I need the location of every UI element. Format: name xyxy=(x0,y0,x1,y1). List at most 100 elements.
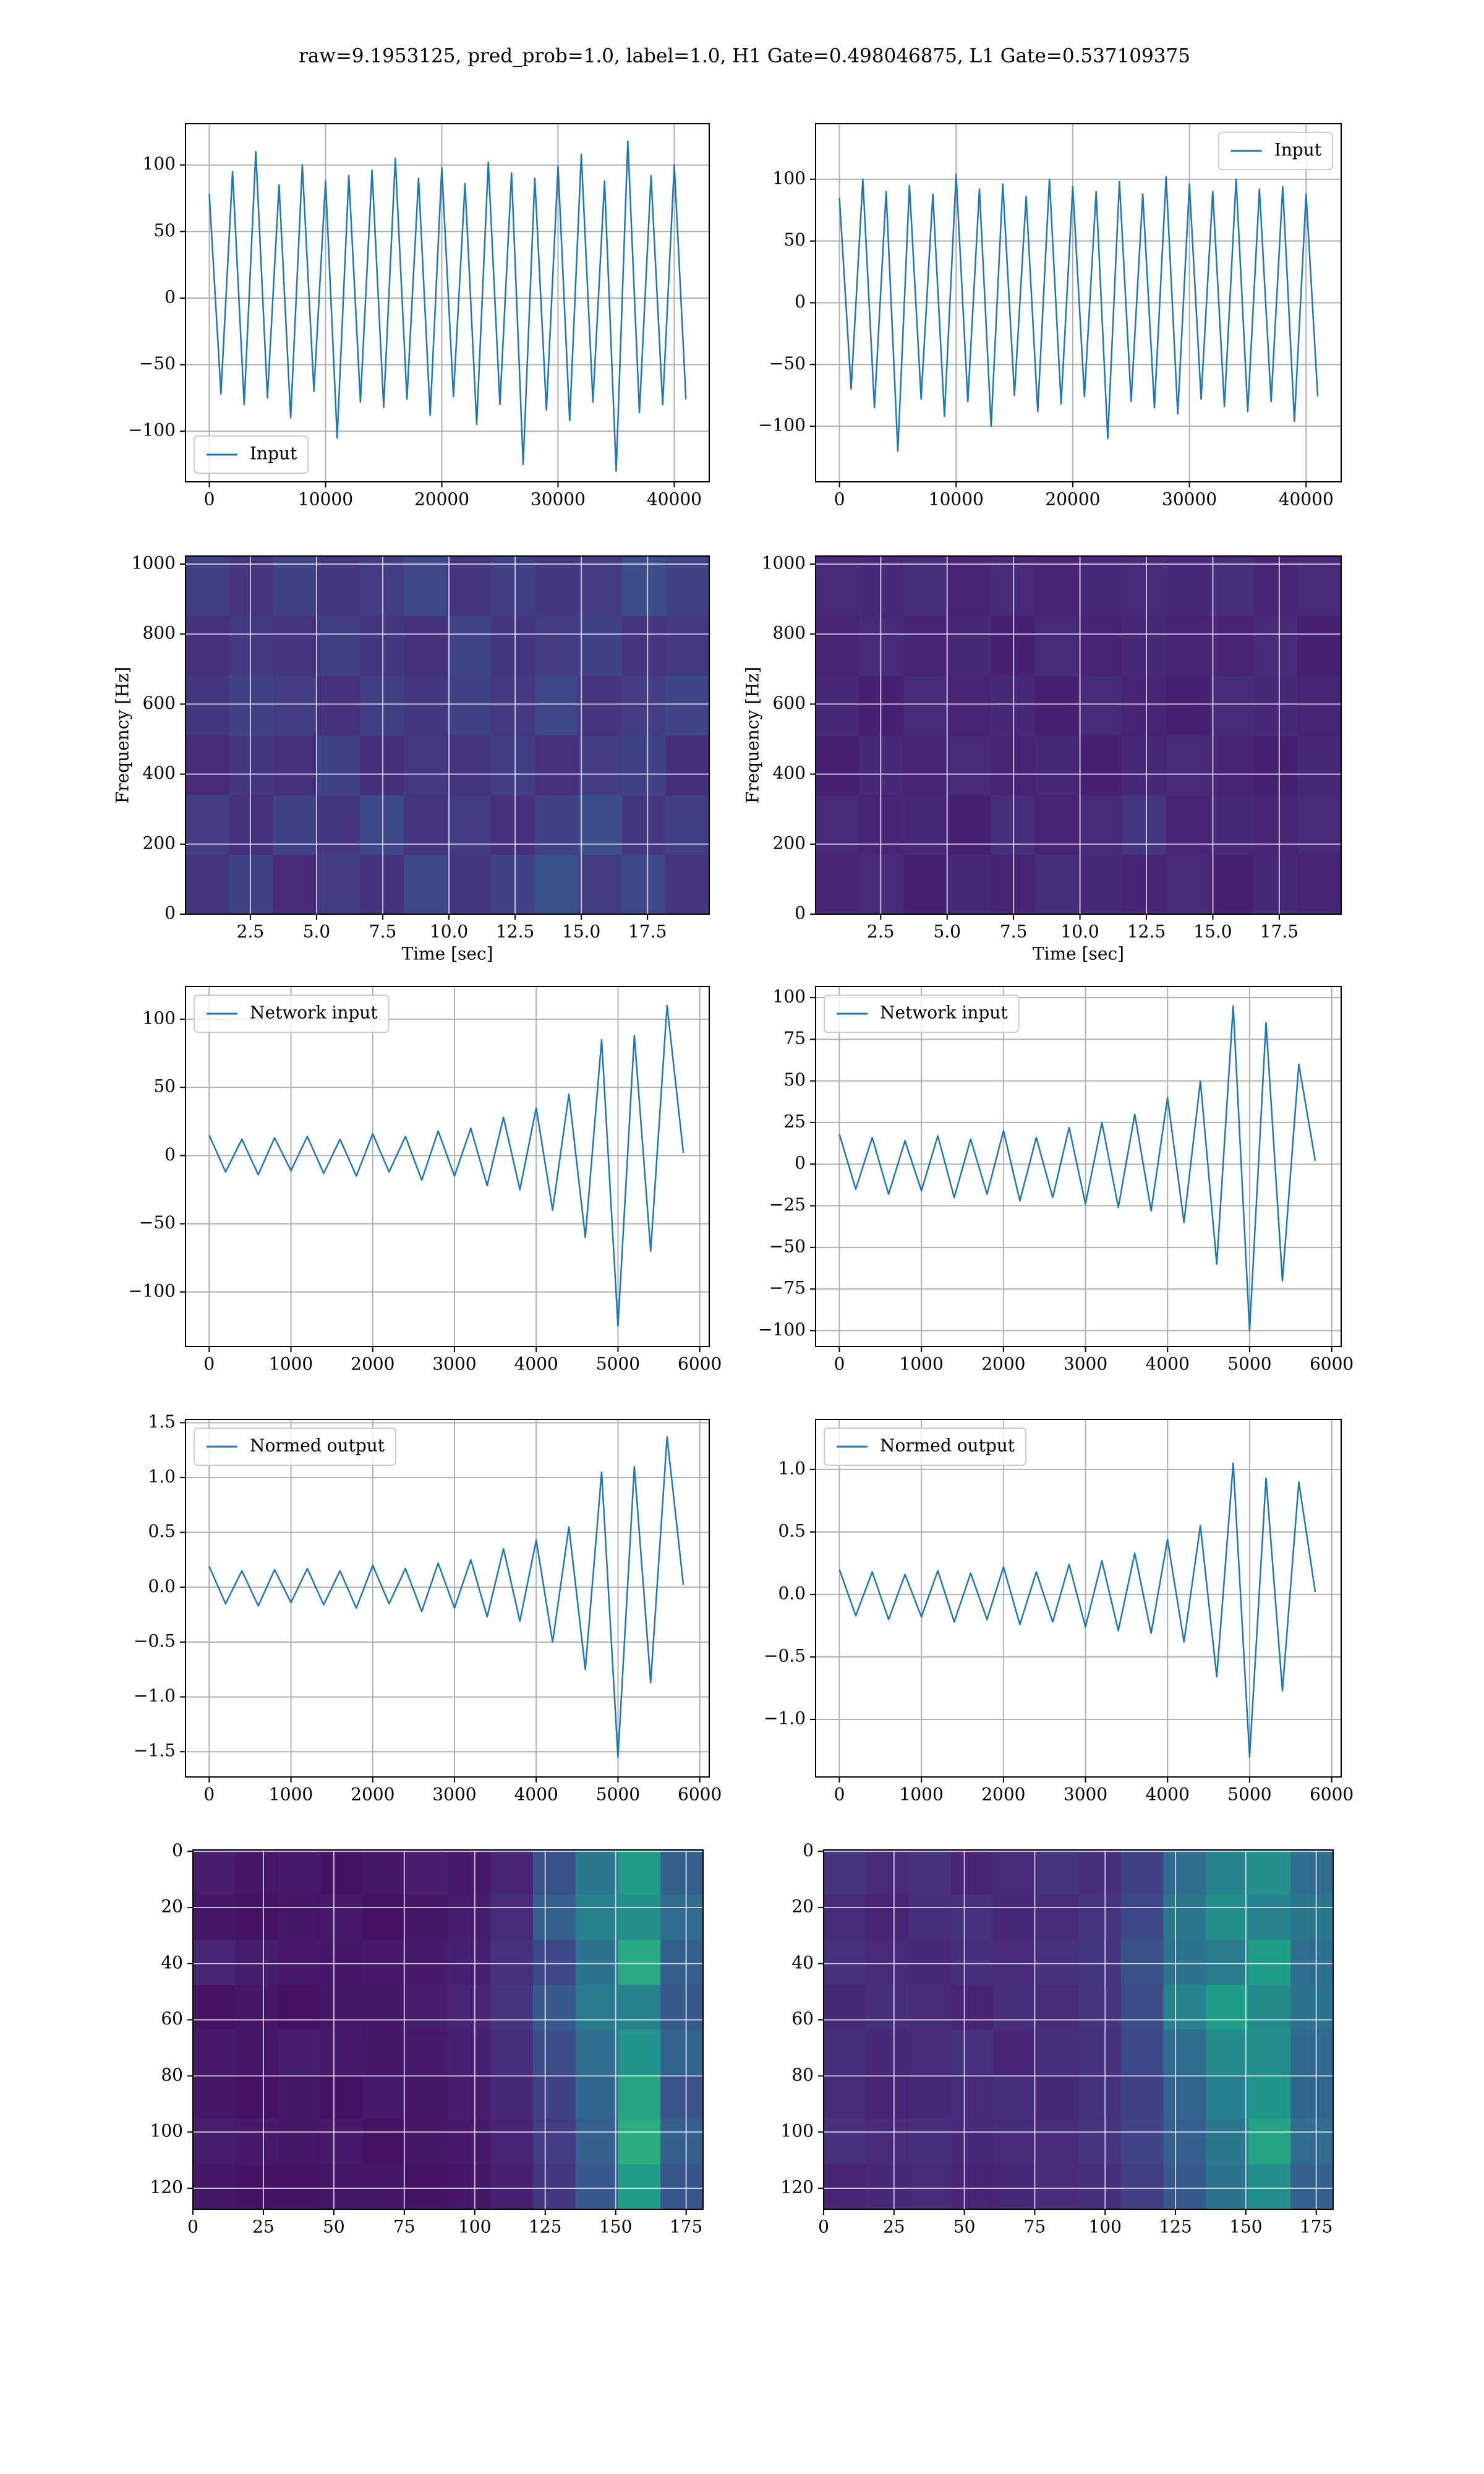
heatmap-cell xyxy=(235,1894,279,1940)
heatmap-cell xyxy=(866,1940,909,1985)
y-tick-label: −0.5 xyxy=(134,1630,176,1651)
heatmap-cell xyxy=(193,2119,236,2165)
heatmap-cell xyxy=(1034,556,1079,617)
y-tick-label: 400 xyxy=(773,763,806,783)
y-tick-label: 0 xyxy=(795,903,806,923)
heatmap-cell xyxy=(491,675,535,736)
heatmap-cell xyxy=(193,1940,236,1985)
heatmap-cell xyxy=(448,1894,491,1940)
heatmap-cell xyxy=(908,2029,952,2075)
heatmap-cell xyxy=(1078,795,1123,855)
heatmap-cell xyxy=(1248,1894,1291,1940)
y-tick-label: −1.0 xyxy=(764,1708,806,1729)
heatmap-cell xyxy=(947,615,991,676)
heatmap-cell xyxy=(193,1984,236,2031)
heatmap-cell xyxy=(534,556,579,617)
heatmap-cell xyxy=(575,2119,619,2165)
heatmap-cell xyxy=(575,1894,619,1940)
heatmap-cell xyxy=(621,675,667,736)
heatmap-cell xyxy=(1206,2029,1249,2075)
heatmap-cell xyxy=(951,2119,994,2165)
heatmap-cell xyxy=(1290,1894,1334,1940)
heatmap-cell xyxy=(278,2074,321,2120)
heatmap-cell xyxy=(316,735,360,795)
heatmap-cell xyxy=(273,735,317,795)
axes-frame xyxy=(815,986,1342,1347)
heatmap-cell xyxy=(1166,615,1211,676)
subplot: 0 1000 2000 3000 4000 5000 6000 −100 −75 −50 −25 0 2… xyxy=(758,986,1354,1374)
heatmap-cell xyxy=(403,675,448,736)
heatmap-cell xyxy=(363,2074,406,2120)
legend-label: Network input xyxy=(250,1003,378,1023)
heatmap-cell xyxy=(1253,735,1298,795)
heatmap-cell xyxy=(1163,1940,1206,1985)
y-tick-label: 120 xyxy=(150,2177,183,2197)
signal-line xyxy=(208,1436,684,1758)
x-tick-label: 4000 xyxy=(1146,1354,1190,1374)
y-tick-label: −50 xyxy=(769,1236,806,1256)
x-tick-label: 0 xyxy=(818,2217,829,2237)
subplot: 0 25 50 75 100 125 150 175 0 20 40 60 80 100 120 xyxy=(781,1840,1334,2237)
legend: Network input xyxy=(194,995,390,1033)
legend: Normed output xyxy=(824,1427,1027,1466)
legend-label: Input xyxy=(250,443,297,464)
x-tick-label: 20000 xyxy=(414,489,469,510)
y-tick-label: −100 xyxy=(128,1280,176,1301)
heatmap-cell xyxy=(951,2074,994,2120)
x-tick-label: 1000 xyxy=(900,1784,944,1805)
heatmap-cell xyxy=(363,1850,406,1896)
heatmap-cell xyxy=(866,1894,909,1940)
y-axis-label: Frequency [Hz] xyxy=(743,667,763,803)
heatmap-cell xyxy=(951,1850,994,1896)
heatmap-cell xyxy=(360,795,404,855)
heatmap-cell xyxy=(621,735,667,795)
heatmap-cell xyxy=(235,2119,279,2165)
heatmap-cell xyxy=(235,2074,279,2120)
heatmap-cell xyxy=(1122,556,1167,617)
heatmap-cell xyxy=(534,795,579,855)
heatmap-cell xyxy=(991,615,1035,676)
y-tick-label: 1000 xyxy=(762,553,806,573)
legend-box xyxy=(824,995,1020,1033)
heatmap-cell xyxy=(618,2164,661,2210)
y-tick-label: 0 xyxy=(795,1153,806,1173)
heatmap-cell xyxy=(360,735,404,795)
heatmap-cell xyxy=(235,2164,279,2210)
heatmap-cell xyxy=(363,2119,406,2165)
heatmap-cell xyxy=(816,795,860,855)
y-tick-label: 200 xyxy=(143,833,176,853)
signal-line xyxy=(208,1004,684,1327)
y-tick-label: 100 xyxy=(773,168,806,188)
heatmap-cell xyxy=(1163,2029,1206,2075)
heatmap-cell xyxy=(1248,1984,1291,2031)
heatmap-cell xyxy=(1163,1984,1206,2031)
heatmap-cell xyxy=(1166,556,1211,617)
heatmap-cell xyxy=(1036,1894,1079,1940)
axes-frame xyxy=(192,1849,704,2210)
x-tick-label: 6000 xyxy=(1310,1354,1354,1374)
x-tick-label: 100 xyxy=(458,2217,491,2237)
heatmap-cell xyxy=(316,615,360,676)
heatmap-cell xyxy=(903,735,948,795)
x-tick-label: 2000 xyxy=(981,1354,1025,1374)
heatmap-cell xyxy=(360,556,404,617)
heatmap-cell xyxy=(1163,2164,1206,2210)
legend-box xyxy=(194,995,390,1033)
heatmap-cell xyxy=(1078,2074,1122,2120)
subplot: 0 10000 20000 30000 40000 −100 −50 0 50 100 Input xyxy=(128,123,710,510)
heatmap-cell xyxy=(575,1940,619,1985)
y-tick-label: 40 xyxy=(161,1952,183,1972)
x-tick-label: 30000 xyxy=(1162,489,1217,510)
x-tick-label: 6000 xyxy=(678,1354,722,1374)
heatmap-cell xyxy=(320,1850,364,1896)
heatmap-cell xyxy=(533,2029,576,2075)
heatmap-cell xyxy=(405,2074,449,2120)
x-axis-label: Time [sec] xyxy=(1033,944,1124,964)
y-tick-label: 100 xyxy=(781,2121,814,2141)
heatmap-cell xyxy=(665,556,710,617)
heatmap-cell xyxy=(951,1894,994,1940)
y-tick-label: 400 xyxy=(143,763,176,783)
heatmap-cell xyxy=(1078,1984,1122,2031)
heatmap-cell xyxy=(660,2164,704,2210)
heatmap-cell xyxy=(575,2074,619,2120)
